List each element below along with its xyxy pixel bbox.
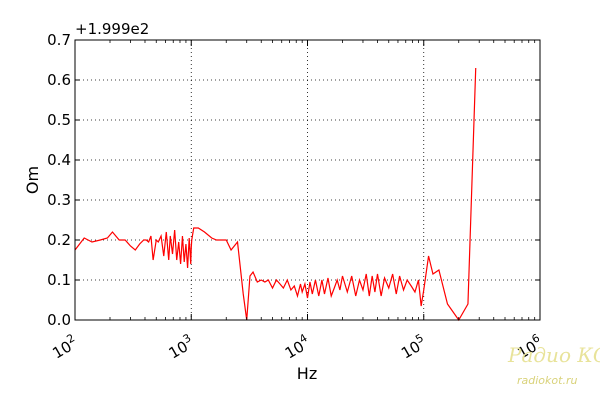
y-tick-label: 0.0 bbox=[47, 311, 71, 329]
watermark-url: radiokot.ru bbox=[517, 374, 577, 387]
x-tick-label: 104 bbox=[280, 331, 313, 362]
y-tick-label: 0.6 bbox=[47, 71, 71, 89]
x-tick-label: 102 bbox=[48, 331, 81, 362]
series-line bbox=[74, 67, 477, 322]
y-tick-label: 0.1 bbox=[47, 271, 71, 289]
x-tick-label: 105 bbox=[397, 331, 430, 362]
axis-ticks bbox=[74, 39, 541, 321]
x-tick-labels: 102 103 104 105 106 bbox=[48, 331, 542, 362]
y-tick-label: 0.7 bbox=[47, 31, 71, 49]
y-axis-label: Om bbox=[23, 166, 42, 194]
y-tick-label: 0.3 bbox=[47, 191, 71, 209]
watermark-main: Радио КОТ bbox=[507, 343, 600, 367]
offset-label: +1.999e2 bbox=[75, 20, 149, 38]
y-tick-labels: 0.0 0.1 0.2 0.3 0.4 0.5 0.6 0.7 bbox=[47, 31, 71, 329]
y-tick-label: 0.2 bbox=[47, 231, 71, 249]
x-tick-label: 103 bbox=[164, 331, 197, 362]
grid-lines bbox=[75, 40, 540, 320]
y-tick-label: 0.5 bbox=[47, 111, 71, 129]
x-axis-label: Hz bbox=[297, 364, 317, 383]
y-tick-label: 0.4 bbox=[47, 151, 71, 169]
